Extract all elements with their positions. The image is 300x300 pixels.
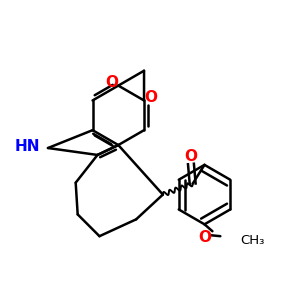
Text: HN: HN bbox=[14, 139, 40, 154]
Text: O: O bbox=[145, 90, 158, 105]
Text: CH₃: CH₃ bbox=[240, 234, 265, 247]
Text: O: O bbox=[105, 75, 118, 90]
Text: O: O bbox=[184, 148, 197, 164]
Text: O: O bbox=[198, 230, 211, 245]
